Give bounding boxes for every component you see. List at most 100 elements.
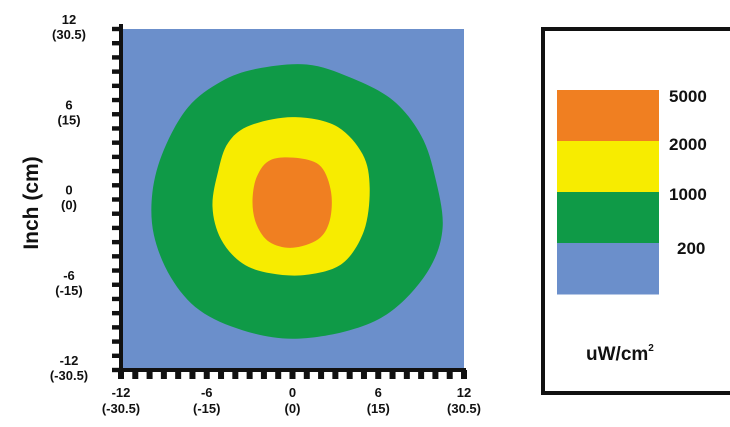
x-minor-tick <box>218 370 225 379</box>
x-tick-cm: (30.5) <box>447 401 481 416</box>
y-tick-label: 6(15) <box>57 97 80 127</box>
x-minor-tick <box>118 370 124 379</box>
legend-swatch-200 <box>557 243 659 295</box>
x-minor-tick <box>203 370 210 379</box>
y-minor-tick <box>112 126 121 131</box>
y-minor-tick <box>112 183 121 188</box>
legend: 5000 2000 1000 200 uW/cm2 <box>541 27 730 395</box>
legend-swatch-1000 <box>557 192 659 244</box>
x-tick-cm: (15) <box>367 401 390 416</box>
x-tick-label: 6(15) <box>367 385 390 416</box>
y-minor-tick <box>112 154 121 160</box>
y-minor-tick <box>112 197 121 202</box>
y-tick-label: 12(30.5) <box>52 12 86 42</box>
x-minor-tick <box>275 370 282 379</box>
x-minor-tick <box>446 370 453 379</box>
x-tick-inch: -12 <box>112 385 131 400</box>
legend-unit-exponent: 2 <box>648 343 654 354</box>
legend-label-2000: 2000 <box>669 135 707 154</box>
y-tick-cm: (15) <box>57 112 80 127</box>
x-minor-tick <box>389 370 396 379</box>
y-tick-cm: (-30.5) <box>50 368 88 383</box>
y-minor-tick <box>112 83 121 89</box>
x-minor-tick <box>461 370 467 379</box>
y-minor-tick <box>112 339 121 344</box>
y-minor-tick <box>112 168 121 174</box>
x-minor-tick <box>303 370 310 379</box>
y-minor-tick <box>112 225 121 231</box>
x-minor-tick <box>418 370 425 379</box>
y-tick-inch: 12 <box>62 12 76 27</box>
y-minor-tick <box>112 97 121 103</box>
x-axis-minor-ticks <box>118 370 467 379</box>
y-minor-tick <box>112 239 121 245</box>
contour-region-5000 <box>252 157 332 248</box>
legend-swatch-2000 <box>557 141 659 193</box>
x-tick-cm: (0) <box>285 401 301 416</box>
y-tick-cm: (0) <box>61 198 77 213</box>
y-minor-tick <box>112 367 121 373</box>
y-minor-tick <box>112 310 121 316</box>
x-tick-label: -12(-30.5) <box>102 385 140 416</box>
x-minor-tick <box>360 370 367 379</box>
x-minor-tick <box>232 370 239 379</box>
legend-swatch-5000 <box>557 90 659 142</box>
y-tick-cm: (-15) <box>55 283 82 298</box>
x-tick-inch: 12 <box>457 385 471 400</box>
x-minor-tick <box>260 370 267 379</box>
x-axis-tick-labels: -12(-30.5) -6(-15) 0(0) 6(15) 12(30.5) <box>102 385 481 416</box>
y-minor-tick <box>112 140 121 145</box>
x-minor-tick <box>332 370 339 379</box>
x-minor-tick <box>403 370 410 379</box>
legend-swatches <box>557 90 659 295</box>
y-minor-tick <box>112 296 121 302</box>
x-minor-tick <box>318 370 325 379</box>
plot-area <box>121 29 464 370</box>
y-axis-tick-labels: 12(30.5) 6(15) 0(0) -6(-15) -12(-30.5) <box>50 12 88 383</box>
x-minor-tick <box>160 370 167 379</box>
y-minor-tick <box>112 353 121 358</box>
y-minor-tick <box>112 55 121 60</box>
y-minor-tick <box>112 69 121 74</box>
y-minor-tick <box>112 26 121 32</box>
x-minor-tick <box>246 370 253 379</box>
x-tick-inch: 6 <box>375 385 382 400</box>
y-minor-tick <box>112 325 121 330</box>
y-tick-inch: 6 <box>65 97 72 112</box>
x-tick-inch: 0 <box>289 385 296 400</box>
x-minor-tick <box>189 370 196 379</box>
y-tick-inch: 0 <box>65 183 72 198</box>
axes: 12(30.5)6(15)0(0)-6(-15)-12(-30.5) -12(-… <box>20 12 481 416</box>
y-tick-cm: (30.5) <box>52 27 86 42</box>
legend-unit-base: uW/cm <box>586 344 648 365</box>
y-tick-label: 0(0) <box>61 183 77 213</box>
legend-label-1000: 1000 <box>669 185 707 204</box>
x-minor-tick <box>289 370 296 379</box>
legend-label-200: 200 <box>677 239 705 258</box>
y-tick-inch: -12 <box>60 353 79 368</box>
y-axis-title: Inch (cm) <box>20 156 43 249</box>
x-minor-tick <box>132 370 139 379</box>
x-minor-tick <box>146 370 153 379</box>
x-minor-tick <box>346 370 353 379</box>
x-tick-inch: -6 <box>201 385 213 400</box>
y-minor-tick <box>112 211 121 216</box>
x-tick-cm: (-30.5) <box>102 401 140 416</box>
x-tick-label: 12(30.5) <box>447 385 481 416</box>
y-tick-inch: -6 <box>63 268 75 283</box>
y-minor-tick <box>112 41 121 46</box>
x-tick-label: -6(-15) <box>193 385 220 416</box>
x-minor-tick <box>432 370 439 379</box>
y-axis-minor-ticks <box>112 26 121 373</box>
y-minor-tick <box>112 254 121 259</box>
legend-labels: 5000 2000 1000 200 <box>669 87 707 258</box>
legend-unit: uW/cm2 <box>586 343 654 365</box>
contour-regions <box>151 64 443 339</box>
y-tick-label: -12(-30.5) <box>50 353 88 383</box>
y-minor-tick <box>112 282 121 287</box>
y-minor-tick <box>112 268 121 273</box>
y-minor-tick <box>112 112 121 117</box>
x-tick-cm: (-15) <box>193 401 220 416</box>
x-tick-label: 0(0) <box>285 385 301 416</box>
